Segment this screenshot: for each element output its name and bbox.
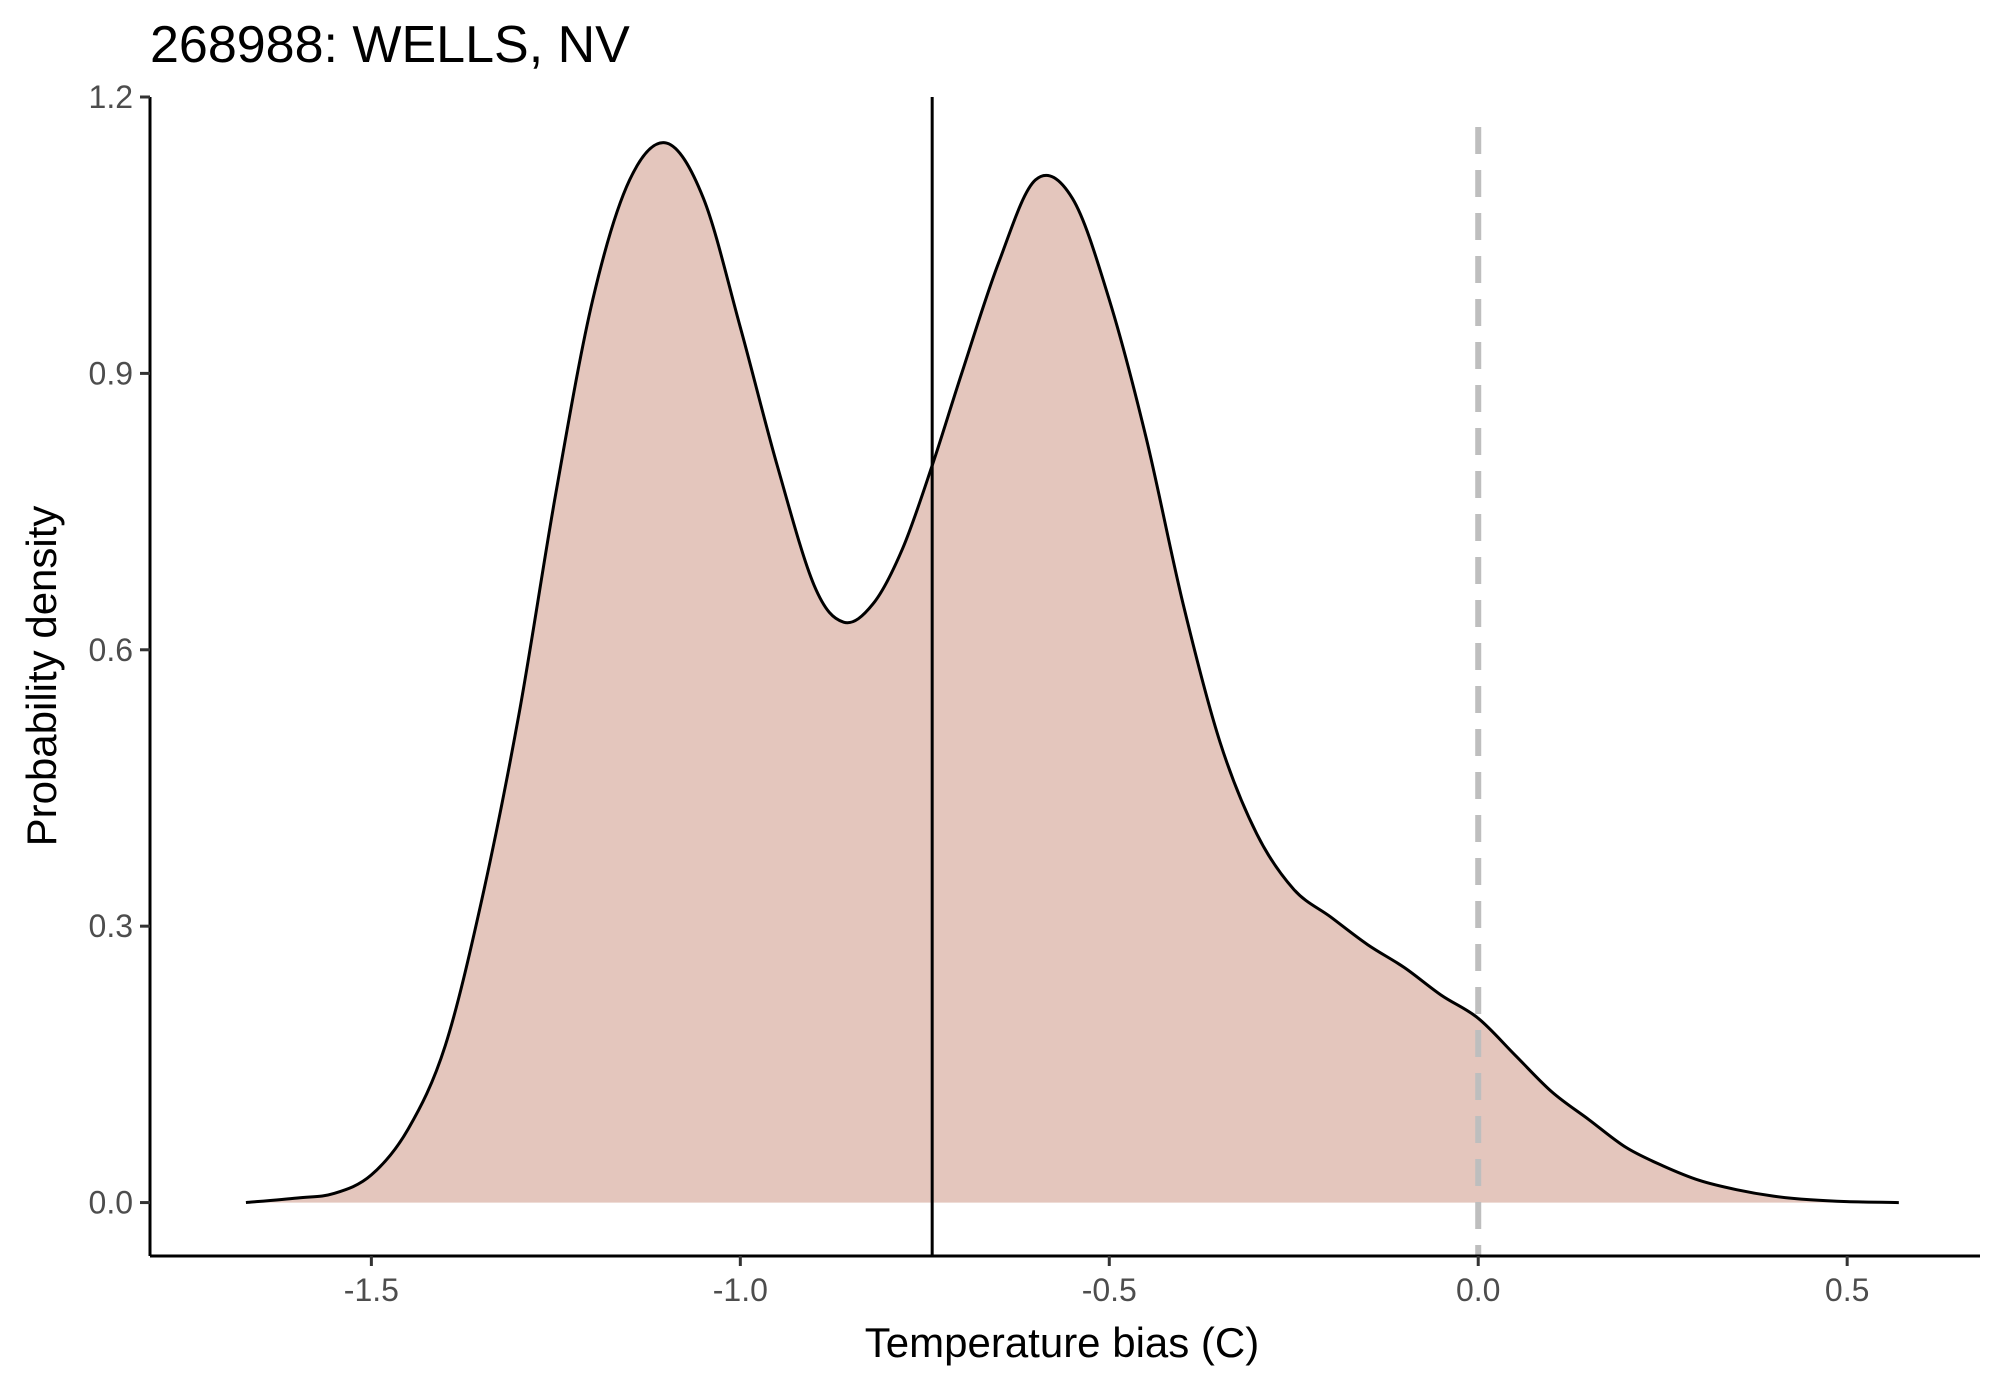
x-tick-label: 0.0	[1456, 1272, 1500, 1308]
y-tick-label: 0.3	[89, 908, 133, 944]
y-axis-title: Probability density	[18, 506, 65, 847]
chart-title: 268988: WELLS, NV	[150, 16, 630, 74]
x-tick-label: 0.5	[1825, 1272, 1869, 1308]
density-line	[245, 141, 1899, 1205]
x-tick-label: -0.5	[1082, 1272, 1137, 1308]
axes: -1.5 -1.0 -0.5 0.0 0.5 0.0 0.3 0.6 0.9 1.2	[89, 79, 1980, 1308]
y-tick-label: 0.9	[89, 355, 133, 391]
x-tick-label: -1.5	[344, 1272, 399, 1308]
y-tick-label: 1.2	[89, 79, 133, 115]
x-axis-title: Temperature bias (C)	[865, 1319, 1259, 1366]
density-area	[245, 142, 1899, 1203]
y-tick-label: 0.0	[89, 1185, 133, 1221]
y-tick-label: 0.6	[89, 632, 133, 668]
x-tick-label: -1.0	[713, 1272, 768, 1308]
plot-area	[245, 97, 1899, 1256]
